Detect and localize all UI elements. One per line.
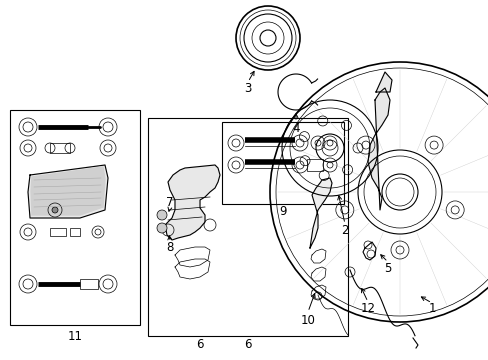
Text: 3: 3 — [244, 81, 251, 95]
Polygon shape — [309, 178, 331, 248]
Bar — [148, 118, 347, 336]
Bar — [10, 110, 140, 325]
Circle shape — [157, 210, 167, 220]
Text: 6: 6 — [196, 338, 203, 351]
Polygon shape — [164, 165, 220, 240]
Bar — [80, 279, 98, 289]
Bar — [50, 143, 70, 153]
Text: 12: 12 — [360, 302, 375, 315]
Bar — [222, 122, 343, 204]
Polygon shape — [31, 167, 105, 215]
Text: 1: 1 — [427, 302, 435, 315]
Text: 9: 9 — [279, 204, 286, 217]
Text: 10: 10 — [300, 314, 315, 327]
Bar — [70, 228, 80, 236]
Bar — [306, 159, 323, 171]
Text: 8: 8 — [166, 240, 173, 253]
Circle shape — [157, 223, 167, 233]
Text: 6: 6 — [244, 338, 251, 351]
Text: 4: 4 — [292, 122, 299, 135]
Text: 11: 11 — [67, 330, 82, 343]
Text: 5: 5 — [384, 261, 391, 274]
Polygon shape — [28, 165, 108, 218]
Text: 7: 7 — [166, 195, 173, 208]
Bar — [50, 228, 66, 236]
Text: 2: 2 — [341, 224, 348, 237]
Polygon shape — [367, 88, 389, 210]
Polygon shape — [375, 72, 391, 92]
Circle shape — [52, 207, 58, 213]
